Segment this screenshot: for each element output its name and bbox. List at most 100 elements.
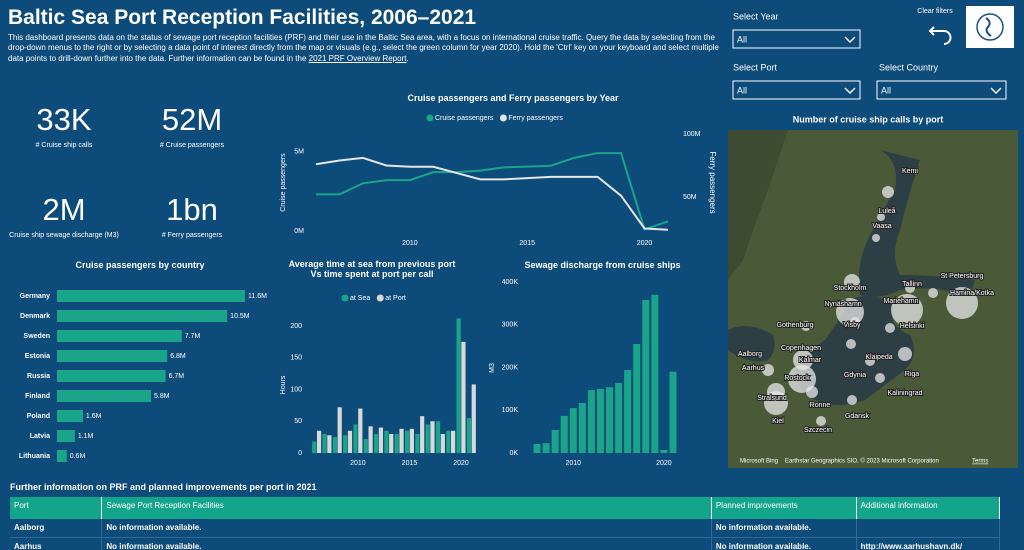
bar [57, 350, 168, 362]
x-tick-label: 2015 [519, 240, 535, 247]
bubble[interactable] [946, 287, 978, 319]
bubble[interactable] [846, 339, 856, 349]
column-header[interactable]: Sewage Port Reception Facilities [101, 497, 712, 519]
legend-swatch [376, 294, 384, 302]
bubble[interactable] [847, 395, 857, 405]
description-end: . [406, 53, 409, 63]
table-cell[interactable]: http://www.aarhushavn.dk/ [856, 537, 1001, 550]
bar [374, 433, 379, 453]
category-label: Germany [20, 293, 50, 300]
column-header[interactable]: Additional information [856, 497, 1001, 519]
description-text: This dashboard presents data on the stat… [8, 33, 719, 63]
bubble[interactable] [872, 234, 880, 242]
bubble[interactable] [882, 186, 894, 198]
category-label: Poland [27, 413, 50, 420]
bubble[interactable] [816, 416, 826, 426]
y-tick-label: 100K [502, 407, 519, 414]
bubble[interactable] [806, 386, 818, 398]
category-label: Denmark [20, 313, 50, 320]
column-header[interactable]: Port [10, 497, 103, 519]
clear-filters[interactable]: Clear filters [917, 8, 953, 15]
bar [430, 421, 435, 453]
y-axis-title: Cruise passengers [280, 153, 287, 212]
bubble[interactable] [801, 321, 811, 331]
bubble[interactable] [788, 365, 816, 393]
category-label: Russia [27, 373, 50, 380]
table-cell [856, 519, 1001, 537]
bar [466, 418, 472, 453]
port-label: Stralsund [757, 395, 787, 402]
port-label: Tallinn [902, 281, 922, 288]
x-tick-label: 2010 [350, 460, 366, 467]
bubble[interactable] [877, 213, 885, 221]
bubble[interactable] [850, 317, 860, 327]
legend-swatch [426, 114, 434, 122]
table-header: Port Sewage Port Reception Facilities Plan… [10, 497, 1001, 519]
table-cell: No information available. [711, 537, 857, 550]
bubble[interactable] [905, 283, 915, 293]
x-tick-label: 2010 [402, 240, 418, 247]
bar [389, 433, 394, 453]
bubble[interactable] [793, 350, 813, 370]
y2-axis-title: Ferry passengers [708, 151, 717, 213]
kpi-label: # Ferry passengers [162, 232, 223, 239]
bubble[interactable] [865, 356, 875, 366]
port-label: Gothenburg [777, 322, 814, 329]
bar [368, 426, 373, 453]
category-label: Latvia [30, 433, 50, 440]
series-line [316, 152, 669, 231]
port-label: Hamina/Kotka [950, 290, 994, 297]
map-terms[interactable]: Terms [972, 459, 988, 465]
bar [57, 330, 182, 342]
table-cell: No information available. [101, 537, 712, 550]
chart-title: Cruise passengers and Ferry passengers b… [407, 93, 619, 103]
series-line [315, 156, 669, 231]
bar [404, 430, 410, 453]
bubbles [762, 186, 978, 426]
filter-label: Select Port [733, 62, 778, 72]
dashboard-title: Baltic Sea Port Reception Facilities, 20… [8, 6, 477, 29]
port-label: Riga [905, 371, 920, 378]
bar [57, 430, 75, 442]
bubble[interactable] [898, 347, 912, 361]
bar [353, 424, 358, 453]
y-tick-label: 5M [294, 148, 304, 155]
bar [312, 441, 317, 453]
bubble[interactable] [764, 391, 788, 415]
dropdown[interactable] [732, 80, 861, 100]
bar [533, 444, 541, 453]
map[interactable]: Microsoft Bing Earthstar Geographics SIO… [728, 130, 1018, 468]
port-label: Kiel [772, 418, 784, 425]
table-title: Further information on PRF and planned i… [10, 482, 317, 492]
dropdown[interactable] [732, 29, 861, 49]
x-tick-label: 2020 [637, 240, 653, 247]
port-label: Nynäshamn [824, 301, 861, 308]
bar [57, 410, 83, 422]
dropdown[interactable] [876, 80, 1007, 100]
bubble[interactable] [891, 294, 923, 326]
bubble[interactable] [885, 323, 895, 333]
value-label: 6.7M [169, 373, 185, 380]
bar [471, 384, 476, 453]
bar [435, 421, 441, 453]
bar [642, 299, 650, 453]
chart-title: Cruise passengers by country [75, 260, 205, 270]
column-header[interactable]: Planned improvements [711, 497, 857, 519]
bar [669, 371, 677, 453]
bubble[interactable] [875, 373, 885, 383]
port-label: Visby [844, 322, 861, 329]
undo-icon[interactable] [928, 26, 952, 45]
port-label: Rostock [784, 375, 810, 382]
bubble[interactable] [928, 288, 938, 298]
report-link[interactable]: 2021 PRF Overview Report [308, 53, 407, 63]
filter-label: Select Year [733, 11, 779, 21]
port-label: St Petersburg [941, 273, 984, 280]
bubble[interactable] [762, 364, 774, 376]
x-tick-label: 2010 [565, 460, 581, 467]
bar [57, 310, 228, 322]
map-title: Number of cruise ship calls by port [793, 114, 944, 124]
table-row: Aarhus No information available. No inform… [10, 537, 1001, 550]
map-sea [858, 150, 975, 297]
bubble[interactable] [844, 274, 860, 290]
